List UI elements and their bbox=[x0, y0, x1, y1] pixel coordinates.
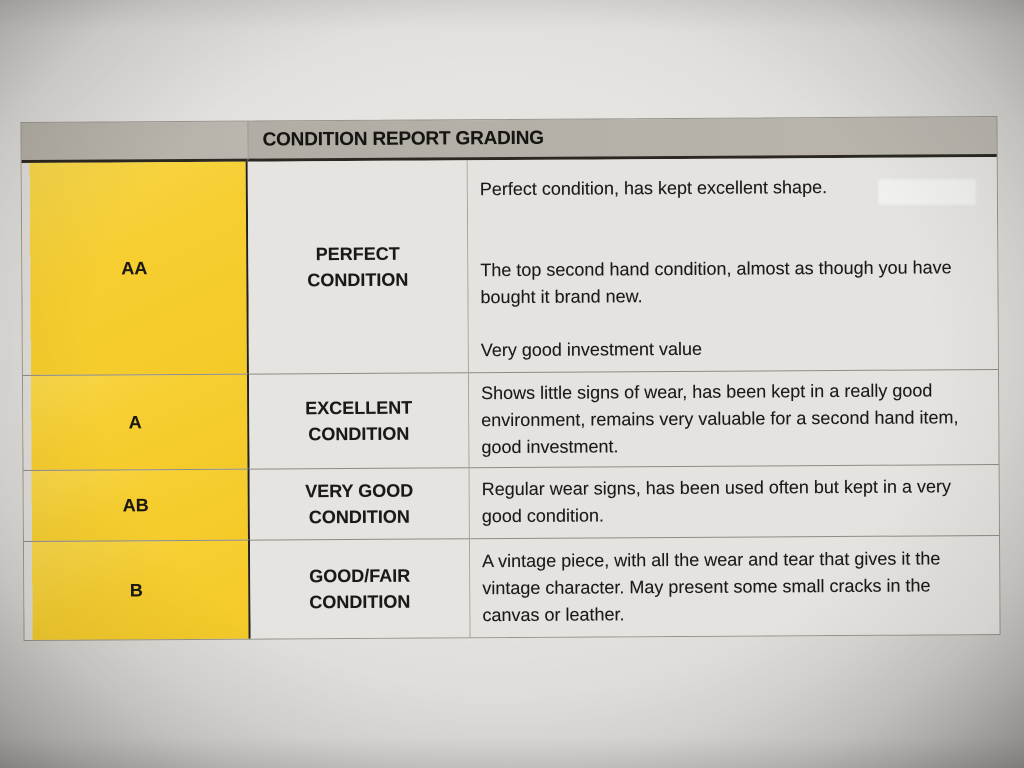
condition-cell-a: EXCELLENT CONDITION bbox=[248, 372, 470, 469]
condition-cell-ab: VERY GOOD CONDITION bbox=[249, 467, 470, 540]
condition-cell-aa: PERFECT CONDITION bbox=[247, 160, 469, 374]
description-cell-ab: Regular wear signs, has been used often … bbox=[469, 464, 999, 539]
condition-label: EXCELLENT CONDITION bbox=[305, 397, 413, 445]
description-cell-aa: Perfect condition, has kept excellent sh… bbox=[467, 157, 998, 373]
condition-label: GOOD/FAIR CONDITION bbox=[309, 565, 411, 613]
description-paragraph: Shows little signs of wear, has been kep… bbox=[481, 379, 959, 457]
grade-cell-ab: AB bbox=[23, 468, 250, 541]
description-paragraph: The top second hand condition, almost as… bbox=[480, 257, 952, 308]
grade-label: B bbox=[129, 579, 143, 600]
grade-cell-aa: AA bbox=[21, 161, 249, 375]
grade-label: AB bbox=[122, 494, 149, 515]
condition-label: VERY GOOD CONDITION bbox=[305, 480, 414, 528]
description-cell-a: Shows little signs of wear, has been kep… bbox=[468, 369, 999, 468]
grade-cell-a: A bbox=[22, 373, 250, 470]
grade-label: A bbox=[128, 411, 142, 432]
description-paragraph: Very good investment value bbox=[480, 338, 703, 361]
header-title-cell: CONDITION REPORT GRADING bbox=[247, 117, 997, 162]
description-paragraph: Regular wear signs, has been used often … bbox=[481, 476, 952, 527]
condition-grading-table: CONDITION REPORT GRADING AA PERFECT COND… bbox=[20, 116, 1001, 641]
description-paragraph: A vintage piece, with all the wear and t… bbox=[482, 547, 941, 625]
grade-label: AA bbox=[121, 257, 148, 278]
table-title: CONDITION REPORT GRADING bbox=[262, 127, 544, 151]
condition-cell-b: GOOD/FAIR CONDITION bbox=[249, 538, 471, 639]
description-cell-b: A vintage piece, with all the wear and t… bbox=[469, 535, 1000, 638]
header-spacer-cell bbox=[21, 121, 248, 163]
description-paragraph: Perfect condition, has kept excellent sh… bbox=[479, 177, 828, 200]
grade-cell-b: B bbox=[23, 539, 251, 640]
condition-label: PERFECT CONDITION bbox=[307, 243, 409, 291]
